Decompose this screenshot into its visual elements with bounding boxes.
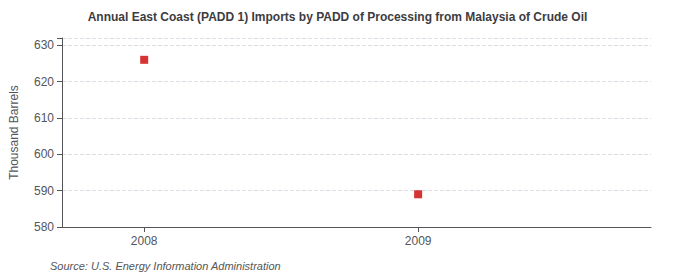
svg-text:Thousand Barrels: Thousand Barrels [7, 85, 21, 180]
svg-text:630: 630 [34, 38, 54, 52]
svg-text:2009: 2009 [405, 234, 432, 248]
svg-text:Source: U.S. Energy Informatio: Source: U.S. Energy Information Administ… [50, 260, 281, 272]
svg-text:590: 590 [34, 184, 54, 198]
svg-text:2008: 2008 [131, 234, 158, 248]
svg-text:620: 620 [34, 75, 54, 89]
svg-text:Annual East Coast (PADD 1) Imp: Annual East Coast (PADD 1) Imports by PA… [88, 10, 588, 24]
svg-text:610: 610 [34, 111, 54, 125]
svg-text:580: 580 [34, 220, 54, 234]
svg-text:600: 600 [34, 147, 54, 161]
